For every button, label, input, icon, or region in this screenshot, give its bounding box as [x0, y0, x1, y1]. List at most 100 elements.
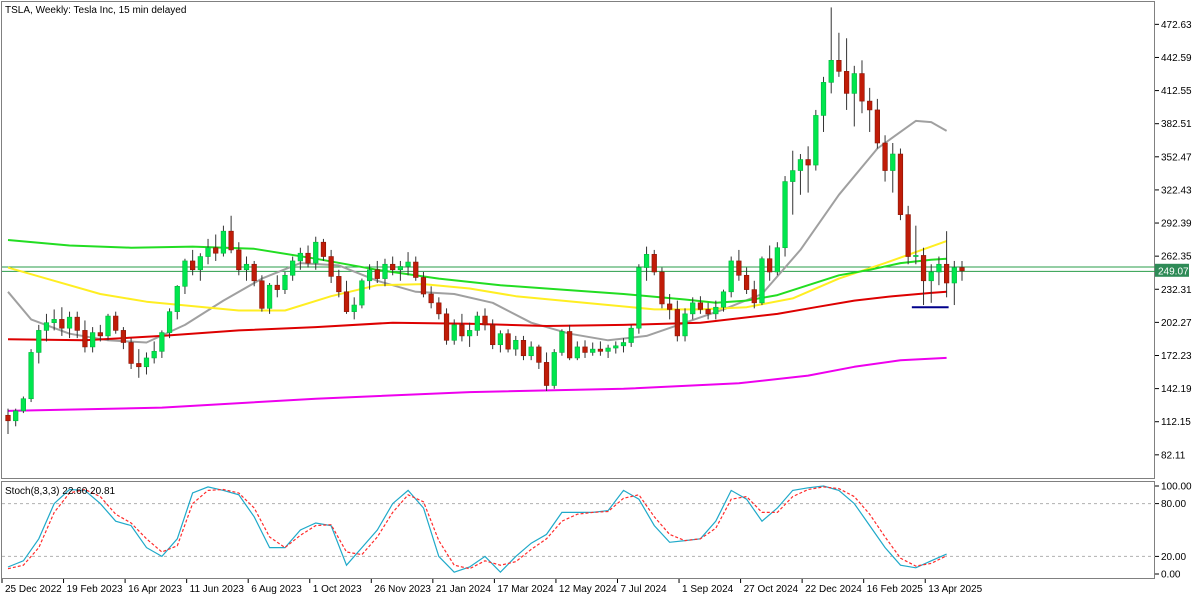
candle: [920, 247, 927, 306]
candle-body: [882, 142, 888, 171]
x-tick-label: 16 Feb 2025: [867, 584, 924, 595]
candle: [390, 256, 396, 276]
candle-body: [390, 263, 396, 271]
candle: [51, 309, 57, 331]
candle: [243, 256, 250, 281]
candle: [528, 341, 534, 361]
candle-body: [474, 315, 480, 331]
candle: [905, 205, 911, 265]
candle-body: [728, 260, 734, 293]
candle-body: [843, 71, 850, 94]
moving-average-line-3: [7, 290, 947, 342]
candle: [651, 249, 657, 276]
candle-body: [759, 258, 765, 304]
candle-body: [651, 254, 657, 273]
candle-body: [66, 316, 73, 329]
moving-average-line-4: [7, 356, 947, 412]
candle: [282, 271, 288, 295]
candle-body: [582, 346, 588, 353]
candle-body: [74, 316, 80, 331]
candle-body: [697, 302, 704, 310]
candle: [867, 87, 873, 132]
price-panel[interactable]: [2, 7, 1155, 435]
candle-body: [182, 260, 188, 287]
candle-body: [459, 324, 465, 337]
candle: [313, 236, 319, 270]
oscillator-title: Stoch(8,3,3) 22.60 20.81: [5, 486, 116, 497]
x-tick-label: 27 Oct 2024: [744, 584, 799, 595]
candle-body: [920, 255, 927, 282]
x-tick-label: 19 Feb 2023: [67, 584, 124, 595]
candle: [320, 238, 327, 261]
candle-body: [366, 269, 373, 282]
candle: [720, 289, 727, 312]
candle: [413, 256, 419, 281]
candle-body: [774, 247, 780, 273]
candle-body: [805, 159, 811, 166]
candle: [343, 280, 350, 314]
candle-body: [782, 181, 788, 249]
candle-body: [243, 263, 250, 271]
candle: [374, 260, 380, 283]
candle: [220, 225, 227, 257]
candle: [366, 264, 373, 290]
candle-body: [851, 73, 857, 94]
moving-average-line-2: [7, 239, 947, 304]
candle-body: [313, 241, 319, 264]
candle-body: [867, 100, 873, 111]
current-price-badge: [1155, 263, 1189, 277]
candle-body: [328, 256, 334, 277]
candle: [659, 267, 665, 309]
price-panel-frame: [1, 1, 1155, 479]
candle: [459, 313, 465, 342]
candle-body: [513, 340, 519, 350]
candle: [536, 344, 542, 369]
candle: [113, 311, 119, 334]
candle-body: [266, 284, 273, 309]
candle-body: [959, 267, 965, 272]
candle-body: [259, 280, 265, 309]
candle: [397, 260, 403, 281]
y-tick-label: 112.15: [1161, 417, 1191, 428]
candle-body: [720, 291, 727, 308]
candle: [551, 349, 557, 389]
candle-body: [451, 324, 457, 341]
candle-body: [505, 333, 511, 350]
candle: [582, 340, 588, 358]
candle: [636, 264, 642, 334]
candle: [443, 308, 450, 345]
candle: [890, 142, 896, 193]
candle: [597, 341, 604, 356]
y-tick-label: 232.31: [1161, 285, 1192, 296]
y-tick-label: 292.39: [1161, 219, 1192, 230]
candle-body: [643, 254, 650, 268]
candle: [482, 308, 488, 331]
candle-body: [97, 332, 103, 337]
candle-body: [251, 263, 257, 282]
y-tick-label: 142.19: [1161, 384, 1192, 395]
candle-body: [490, 324, 496, 346]
candle: [405, 252, 411, 276]
candle-body: [428, 293, 434, 304]
candle: [590, 342, 596, 356]
candle: [151, 341, 157, 364]
candle: [828, 7, 834, 94]
candle: [274, 275, 280, 298]
oscillator-panel[interactable]: [2, 485, 1155, 574]
candle-body: [236, 249, 242, 271]
candle-body: [374, 269, 380, 279]
candle-body: [682, 313, 688, 337]
candle: [936, 256, 942, 286]
candle-body: [190, 260, 196, 271]
stochastic-signal-line: [7, 486, 947, 570]
candle-body: [105, 315, 111, 337]
candle-body: [405, 261, 411, 267]
candle: [851, 65, 857, 127]
x-tick-label: 12 May 2024: [559, 584, 617, 595]
candle: [913, 225, 919, 265]
y-tick-label: 202.27: [1161, 318, 1192, 329]
candle-body: [913, 255, 919, 257]
candle-body: [113, 315, 119, 331]
oscillator-panel-frame: [1, 481, 1155, 579]
